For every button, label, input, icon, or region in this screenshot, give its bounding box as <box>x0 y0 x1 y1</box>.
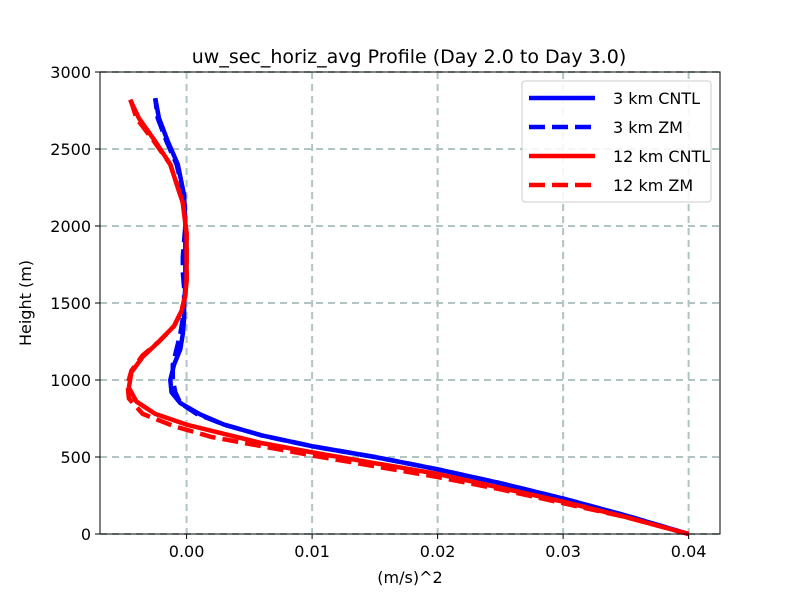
series-line-12-km-zm <box>125 97 690 537</box>
x-tick-label: 0.04 <box>671 542 707 561</box>
x-tick-label: 0.00 <box>169 542 205 561</box>
x-axis-label: (m/s)^2 <box>377 568 442 587</box>
y-tick-label: 0 <box>81 525 91 544</box>
x-axis: 0.00 0.01 0.02 0.03 0.04 <box>169 534 707 561</box>
x-tick-label: 0.03 <box>545 542 581 561</box>
y-tick-label: 1000 <box>50 371 91 390</box>
legend-label: 3 km ZM <box>613 118 683 137</box>
series-line-12-km-cntl <box>126 98 690 537</box>
y-tick-label: 2500 <box>50 140 91 159</box>
x-tick-label: 0.02 <box>420 542 456 561</box>
y-axis: 0 500 1000 1500 2000 2500 3000 <box>50 63 100 544</box>
y-tick-label: 500 <box>60 448 91 467</box>
legend-label: 12 km ZM <box>613 176 693 195</box>
y-axis-label: Height (m) <box>16 260 35 346</box>
legend: 3 km CNTL 3 km ZM 12 km CNTL 12 km ZM <box>521 80 712 203</box>
x-tick-label: 0.01 <box>294 542 330 561</box>
series-lines <box>125 97 690 537</box>
y-tick-label: 3000 <box>50 63 91 82</box>
y-tick-label: 2000 <box>50 217 91 236</box>
legend-label: 3 km CNTL <box>613 89 700 108</box>
y-tick-label: 1500 <box>50 294 91 313</box>
legend-box <box>521 80 712 203</box>
legend-label: 12 km CNTL <box>613 147 710 166</box>
chart-title: uw_sec_horiz_avg Profile (Day 2.0 to Day… <box>192 46 626 68</box>
